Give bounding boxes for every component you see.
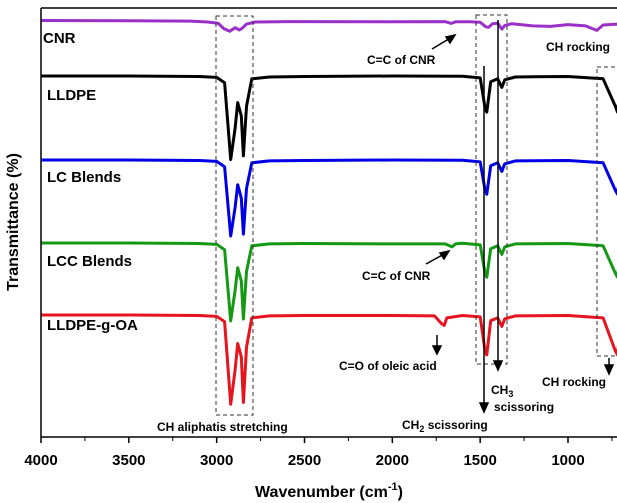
arrowhead-cc-cnr-top [444,33,457,45]
x-ticks: 4000 3500 3000 2500 2000 1500 1000 [24,437,613,469]
series-line-0 [40,19,617,33]
annot-ch3: CH3 [491,383,513,399]
series-line-2 [41,158,617,238]
annot-ch3-sub: 3 [508,389,513,399]
arrowhead-ch3 [492,360,504,372]
annot-ch3-scissoring: scissoring [494,400,554,414]
series-label-lcc: LCC Blends [47,253,132,270]
annot-ch2-sub: 2 [419,424,424,434]
annot-ch-rocking-bottom: CH rocking [542,375,606,389]
x-tick-label-2: 3000 [200,452,233,469]
annot-cc-cnr-top: C=C of CNR [367,53,436,67]
arrowhead-ch2 [478,402,490,414]
arrowhead-cc-cnr-mid [438,249,451,261]
x-axis-title-sup: -1 [388,481,398,493]
ch-stretch-box [215,15,254,416]
series-line-1 [41,74,617,162]
spectra-group [40,19,617,406]
x-tick-label-4: 2000 [376,452,409,469]
x-tick-label-1: 3500 [112,452,145,469]
annot-cc-cnr-mid: C=C of CNR [362,269,431,283]
annot-ch2-base: CH [402,418,419,432]
arrowhead-ch-rock [603,364,615,376]
annot-ch-rocking-top: CH rocking [546,40,610,54]
series-label-lldpe-g-oa: LLDPE-g-OA [47,317,138,334]
annot-ch2-scissoring: CH2 scissoring [402,418,488,434]
x-tick-label-6: 1000 [551,452,584,469]
series-label-lc: LC Blends [47,169,121,186]
rocking-box [596,66,617,357]
series-line-4 [41,313,617,406]
arrowhead-co-oleic [431,345,443,356]
x-tick-label-5: 1500 [463,452,496,469]
x-axis-title-close: ) [398,484,403,501]
annot-ch3-base: CH [491,383,508,397]
annot-ch-stretch: CH aliphatis stretching [157,420,288,434]
series-label-cnr: CNR [43,30,76,47]
x-axis-title-main: Wavenumber (cm [255,484,388,501]
annot-co-oleic: C=O of oleic acid [339,359,437,373]
series-label-lldpe: LLDPE [47,87,96,104]
y-axis-title: Transmittance (%) [5,153,22,291]
scissoring-box [475,14,508,365]
x-axis-title: Wavenumber (cm-1) [255,481,403,501]
annot-ch2-suffix: scissoring [424,418,487,432]
x-tick-label-3: 2500 [288,452,321,469]
x-tick-label-0: 4000 [24,452,57,469]
series-line-3 [41,241,617,323]
